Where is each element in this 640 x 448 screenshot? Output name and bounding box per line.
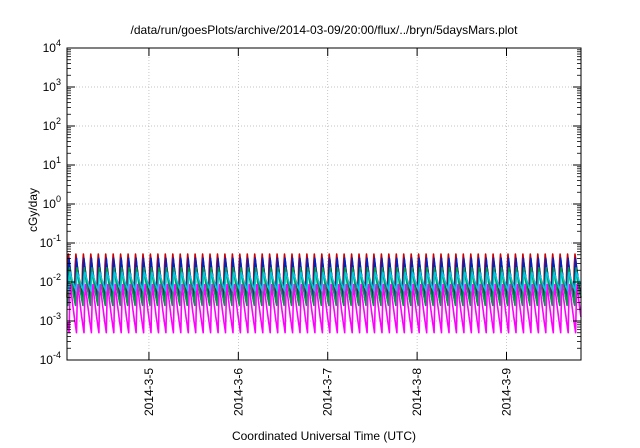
y-tick-label: 101 [43,155,61,172]
y-tick-label: 103 [43,77,61,94]
y-axis: 10-4 10-3 10-2 10-1 100 101 102 103 104 [40,38,581,367]
series-line [66,271,582,292]
y-axis-label: cGy/day [26,188,40,232]
x-axis: 2014-3-5 2014-3-6 2014-3-7 2014-3-8 2014-3-9 [142,48,514,416]
grid [67,48,581,360]
y-tick-label: 102 [43,116,61,133]
y-tick-label: 10-2 [40,272,61,289]
y-tick-label: 100 [43,194,61,211]
y-tick-label: 10-1 [40,233,61,250]
series-line [66,283,582,334]
x-tick-label: 2014-3-8 [410,368,424,416]
y-tick-label: 10-3 [40,311,61,328]
y-tick-label: 104 [43,38,61,55]
chart-title: /data/run/goesPlots/archive/2014-03-09/2… [131,23,519,37]
x-axis-label: Coordinated Universal Time (UTC) [232,429,416,443]
x-tick-label: 2014-3-9 [500,368,514,416]
x-tick-label: 2014-3-6 [231,368,245,416]
data-series [66,253,582,334]
x-tick-label: 2014-3-5 [142,368,156,416]
y-tick-label: 10-4 [40,350,61,367]
x-tick-label: 2014-3-7 [321,368,335,416]
